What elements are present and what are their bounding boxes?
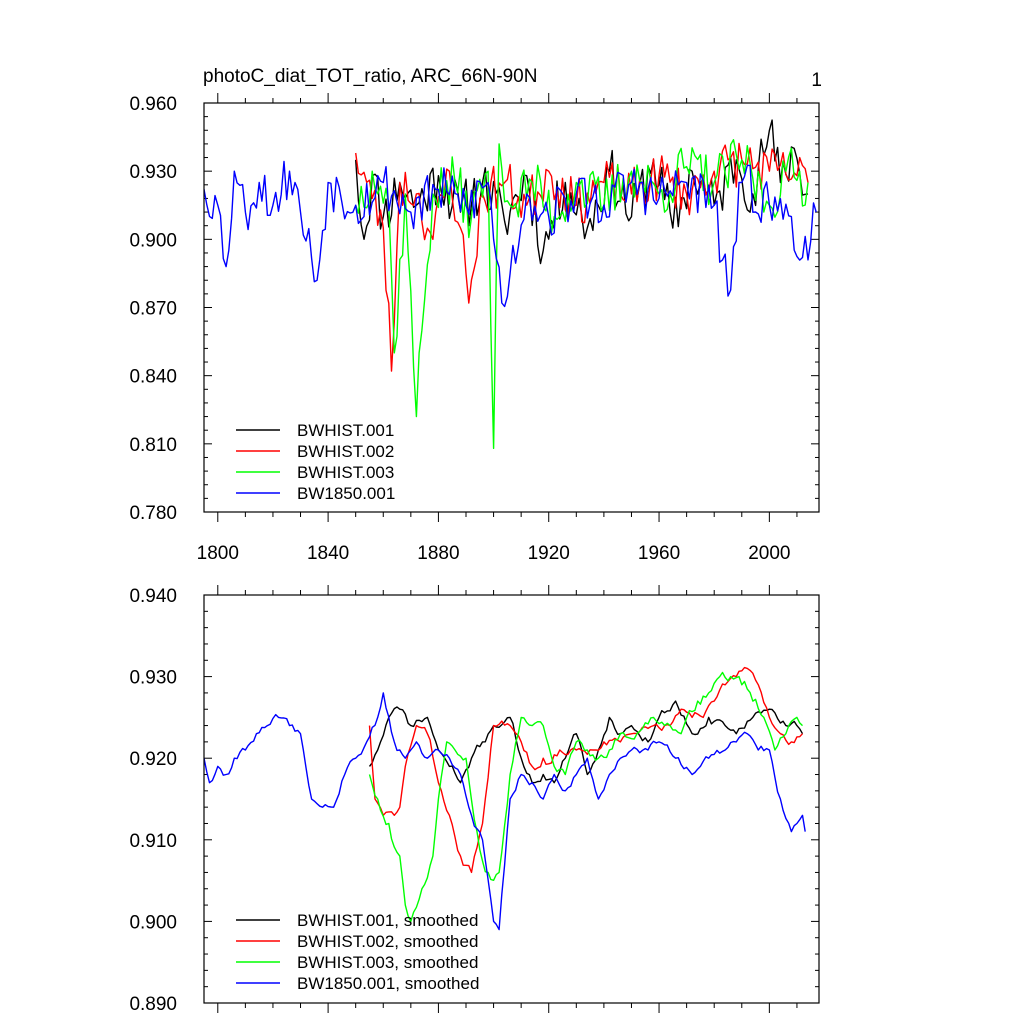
y-tick-label: 0.810 bbox=[129, 435, 177, 456]
legend-label: BW1850.001, smoothed bbox=[297, 974, 479, 993]
legend-label: BWHIST.003 bbox=[297, 463, 394, 482]
y-tick-label: 0.920 bbox=[129, 749, 177, 770]
series-line-bw1850-001 bbox=[204, 160, 817, 308]
chart-title: photoC_diat_TOT_ratio, ARC_66N-90N bbox=[203, 66, 537, 87]
legend-label: BWHIST.002 bbox=[297, 442, 394, 461]
x-tick-label: 1800 bbox=[197, 543, 239, 564]
top-panel: photoC_diat_TOT_ratio, ARC_66N-90N 1 0.7… bbox=[129, 66, 822, 564]
x-tick-label: 1960 bbox=[638, 543, 680, 564]
panel-number: 1 bbox=[811, 70, 822, 91]
bottom-panel: 0.890 0.900 0.910 0.920 0.930 0.940 BWHIST.001… bbox=[129, 585, 820, 1015]
y-tick-label: 0.890 bbox=[129, 994, 177, 1015]
series-line-bwhist-003 bbox=[355, 139, 809, 450]
x-tick-label: 1840 bbox=[307, 543, 349, 564]
legend-label: BW1850.001 bbox=[297, 484, 395, 503]
plot-frame bbox=[203, 594, 820, 1004]
y-tick-label: 0.900 bbox=[129, 912, 177, 933]
series-line-bwhist-002 bbox=[355, 142, 809, 372]
y-tick-label: 0.940 bbox=[129, 586, 177, 607]
y-tick-label: 0.910 bbox=[129, 831, 177, 852]
legend-label: BWHIST.001 bbox=[297, 421, 394, 440]
plot-frame bbox=[203, 102, 820, 513]
y-tick-label: 0.960 bbox=[129, 94, 177, 115]
y-tick-label: 0.930 bbox=[129, 162, 177, 183]
legend-label: BWHIST.003, smoothed bbox=[297, 953, 478, 972]
x-tick-label: 2000 bbox=[748, 543, 790, 564]
x-tick-label: 1880 bbox=[417, 543, 459, 564]
y-tick-label: 0.840 bbox=[129, 367, 177, 388]
y-tick-label: 0.870 bbox=[129, 299, 177, 320]
series-line-bwhist-003-smoothed bbox=[368, 671, 803, 923]
series-line-bwhist-002-smoothed bbox=[368, 666, 804, 874]
y-tick-label: 0.780 bbox=[129, 503, 177, 524]
legend-label: BWHIST.002, smoothed bbox=[297, 932, 478, 951]
y-tick-label: 0.930 bbox=[129, 668, 177, 689]
series-line-bw1850-001-smoothed bbox=[204, 692, 806, 931]
y-tick-label: 0.900 bbox=[129, 230, 177, 251]
legend-label: BWHIST.001, smoothed bbox=[297, 911, 478, 930]
x-tick-label: 1920 bbox=[528, 543, 570, 564]
series-line-bwhist-001-smoothed bbox=[368, 700, 804, 784]
